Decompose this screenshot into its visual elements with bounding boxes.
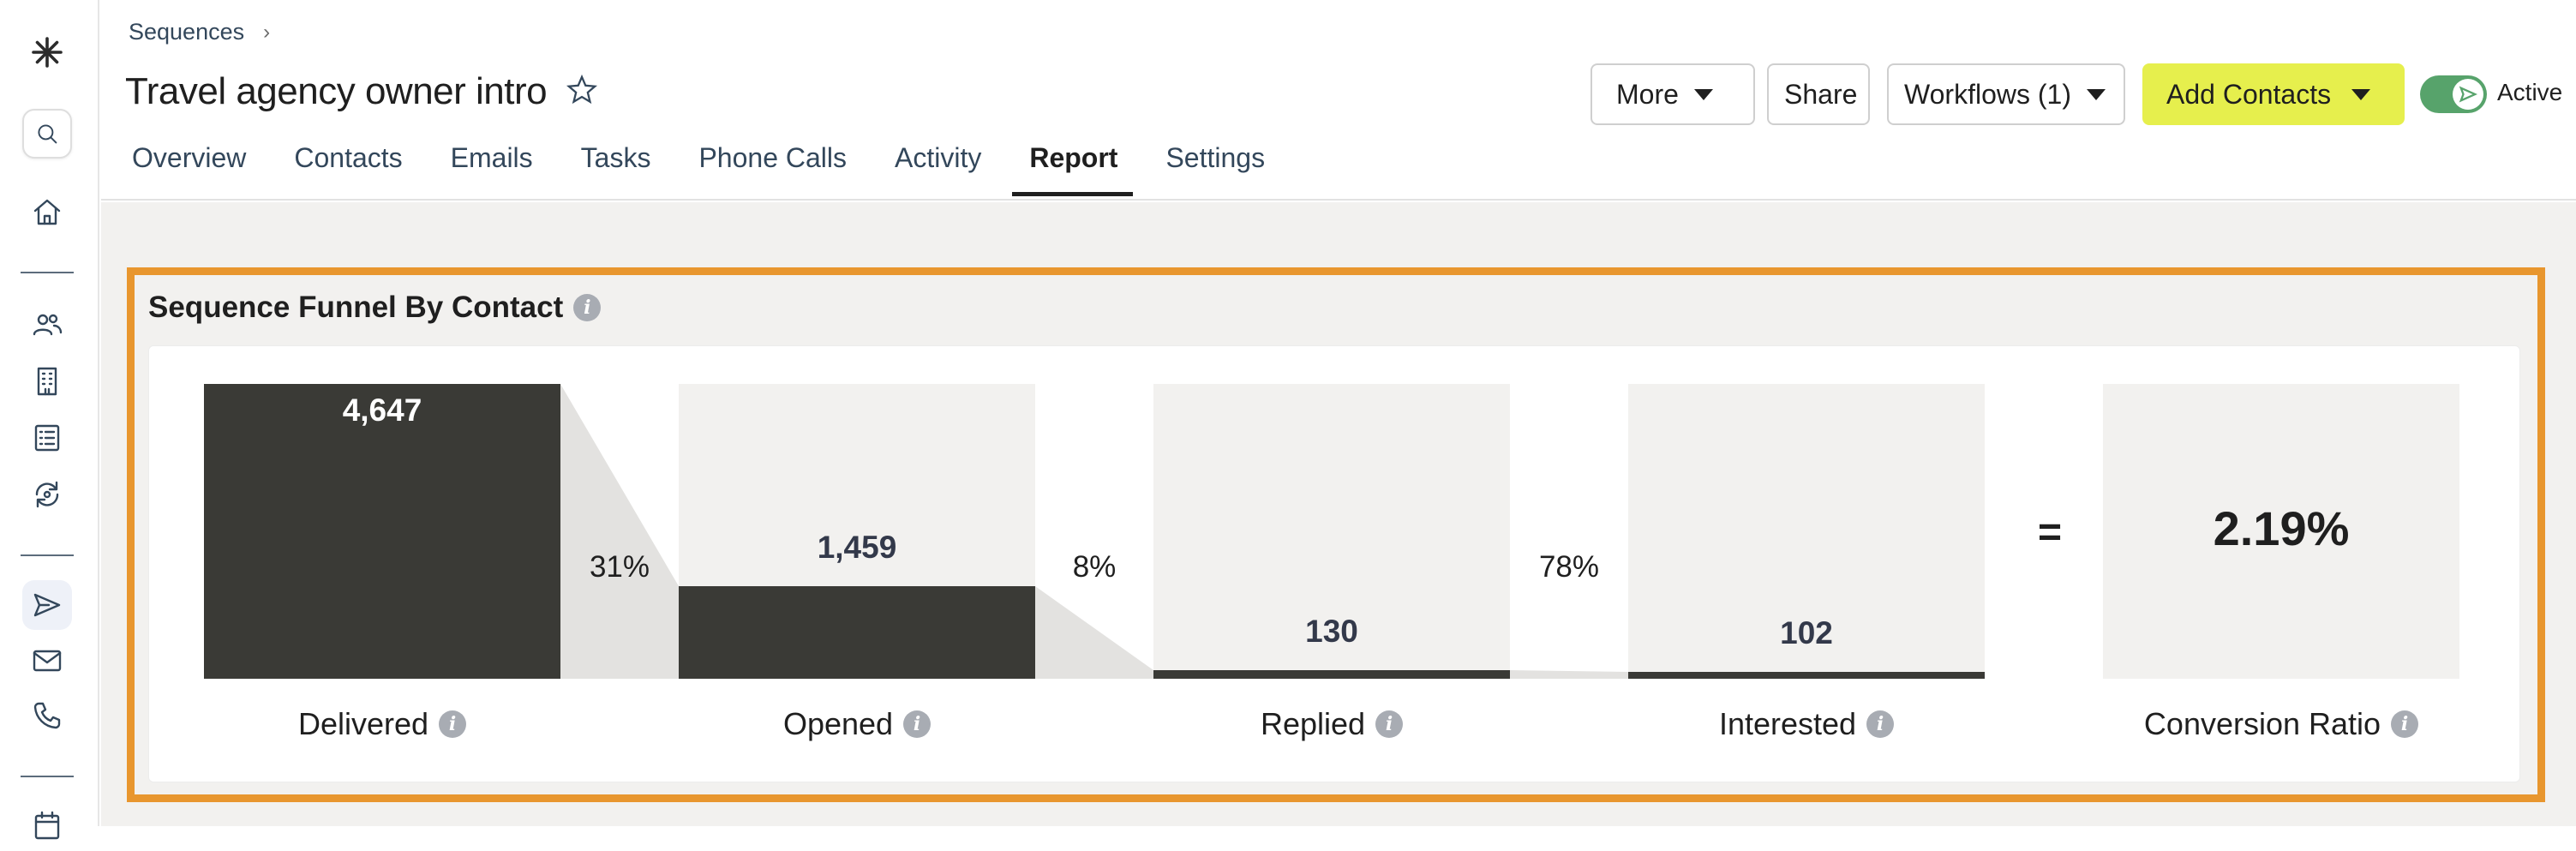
stage-interested-label: Interested xyxy=(1719,706,1856,742)
left-nav-rail xyxy=(0,0,99,826)
funnel-title: Sequence Funnel By Contact xyxy=(148,291,563,325)
stage-opened-label-row: Opened i xyxy=(679,706,1035,742)
funnel-connector xyxy=(1510,670,1628,679)
conversion-ratio-box: 2.19% xyxy=(2103,384,2459,679)
home-icon[interactable] xyxy=(22,187,72,237)
add-contacts-button[interactable]: Add Contacts xyxy=(2142,63,2405,125)
send-icon xyxy=(2453,79,2483,110)
stage-delivered-box: 4,647 xyxy=(204,384,560,679)
funnel-connector xyxy=(560,384,679,679)
stage-interested-value: 102 xyxy=(1628,615,1985,651)
logo-sprocket-icon[interactable] xyxy=(22,27,72,77)
lists-icon[interactable] xyxy=(22,413,72,463)
stage-opened-value: 1,459 xyxy=(679,530,1035,566)
breadcrumb: Sequences › xyxy=(129,19,270,45)
stage-replied-label-row: Replied i xyxy=(1153,706,1510,742)
page-title: Travel agency owner intro xyxy=(125,70,547,113)
phone-icon[interactable] xyxy=(22,691,72,740)
star-icon[interactable] xyxy=(566,74,598,111)
stage-opened-bar xyxy=(679,586,1035,679)
caret-down-icon xyxy=(1694,89,1713,100)
highlight-frame: Sequence Funnel By Contact i 4,647 1,459… xyxy=(127,267,2545,802)
stage-opened-label: Opened xyxy=(783,706,893,742)
page-header: Sequences › Travel agency owner intro Mo… xyxy=(101,0,2576,201)
tab-overview[interactable]: Overview xyxy=(132,142,270,195)
sequences-icon[interactable] xyxy=(22,580,72,630)
tab-bar: Overview Contacts Emails Tasks Phone Cal… xyxy=(132,142,1289,195)
workflows-button-label: Workflows (1) xyxy=(1904,79,2071,111)
stage-opened-box: 1,459 xyxy=(679,384,1035,679)
tab-activity[interactable]: Activity xyxy=(871,142,1005,195)
search-icon[interactable] xyxy=(22,109,72,159)
conversion-ratio-label-row: Conversion Ratio i xyxy=(2103,706,2459,742)
stage-replied-value: 130 xyxy=(1153,614,1510,650)
funnel-panel: 4,647 1,459 130 102 31% 8% 78% = 2.19% xyxy=(148,345,2520,782)
more-button-label: More xyxy=(1616,79,1679,111)
tab-settings[interactable]: Settings xyxy=(1141,142,1289,195)
rate-delivered-to-opened: 31% xyxy=(560,550,679,584)
info-icon[interactable]: i xyxy=(573,294,601,321)
stage-delivered-label: Delivered xyxy=(298,706,428,742)
stage-interested-label-row: Interested i xyxy=(1628,706,1985,742)
sync-icon[interactable] xyxy=(22,470,72,519)
info-icon[interactable]: i xyxy=(903,710,931,738)
stage-interested-box: 102 xyxy=(1628,384,1985,679)
email-icon[interactable] xyxy=(22,636,72,686)
workflows-button[interactable]: Workflows (1) xyxy=(1887,63,2125,125)
info-icon[interactable]: i xyxy=(2391,710,2418,738)
info-icon[interactable]: i xyxy=(1375,710,1403,738)
share-button-label: Share xyxy=(1784,79,1857,111)
active-label: Active xyxy=(2497,79,2562,106)
info-icon[interactable]: i xyxy=(439,710,466,738)
stage-delivered-label-row: Delivered i xyxy=(204,706,560,742)
tab-contacts[interactable]: Contacts xyxy=(270,142,426,195)
caret-down-icon xyxy=(2087,89,2106,100)
card-title: Sequence Funnel By Contact i xyxy=(148,291,601,325)
rail-divider xyxy=(21,554,74,556)
stage-delivered-value: 4,647 xyxy=(204,393,560,428)
contacts-icon[interactable] xyxy=(22,300,72,350)
share-button[interactable]: Share xyxy=(1767,63,1870,125)
tab-report[interactable]: Report xyxy=(1005,142,1141,195)
add-contacts-button-label: Add Contacts xyxy=(2166,79,2331,111)
rail-divider xyxy=(21,776,74,777)
title-row: Travel agency owner intro xyxy=(125,70,598,113)
rate-replied-to-interested: 78% xyxy=(1510,550,1628,584)
stage-replied-box: 130 xyxy=(1153,384,1510,679)
rate-opened-to-replied: 8% xyxy=(1035,550,1153,584)
more-button[interactable]: More xyxy=(1591,63,1755,125)
caret-down-icon xyxy=(2351,89,2370,100)
info-icon[interactable]: i xyxy=(1866,710,1894,738)
companies-icon[interactable] xyxy=(22,357,72,406)
stage-replied-bar xyxy=(1153,670,1510,679)
tab-emails[interactable]: Emails xyxy=(427,142,557,195)
tab-phone-calls[interactable]: Phone Calls xyxy=(674,142,871,195)
rail-divider xyxy=(21,272,74,273)
active-toggle[interactable] xyxy=(2420,75,2487,113)
calendar-icon[interactable] xyxy=(22,801,72,851)
stage-replied-label: Replied xyxy=(1261,706,1365,742)
stage-interested-bar xyxy=(1628,672,1985,679)
conversion-ratio-label: Conversion Ratio xyxy=(2144,706,2381,742)
funnel-connector xyxy=(1035,586,1153,679)
chevron-right-icon: › xyxy=(263,21,270,45)
conversion-ratio-value: 2.19% xyxy=(2103,500,2459,556)
equals-sign: = xyxy=(2038,509,2062,556)
tab-tasks[interactable]: Tasks xyxy=(557,142,675,195)
breadcrumb-sequences-link[interactable]: Sequences xyxy=(129,19,244,45)
report-area: Sequence Funnel By Contact i 4,647 1,459… xyxy=(101,202,2576,826)
